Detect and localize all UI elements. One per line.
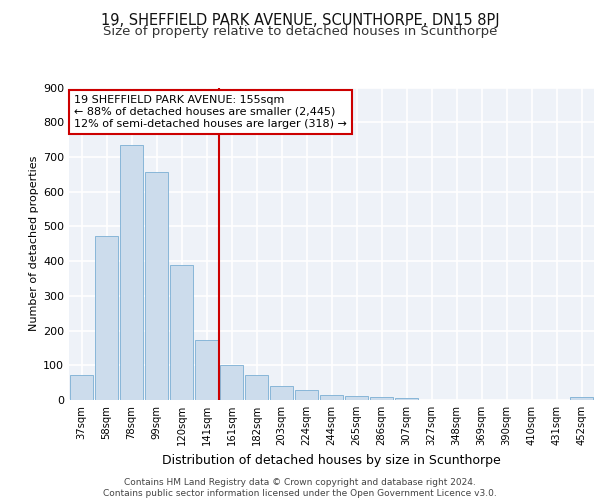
Y-axis label: Number of detached properties: Number of detached properties <box>29 156 39 332</box>
Bar <box>145 172 168 400</box>
Bar <box>120 145 143 400</box>
Bar <box>345 396 368 400</box>
Bar <box>570 397 593 400</box>
Bar <box>270 386 293 400</box>
Bar <box>245 374 268 400</box>
Bar <box>295 390 318 400</box>
X-axis label: Distribution of detached houses by size in Scunthorpe: Distribution of detached houses by size … <box>162 454 501 466</box>
Bar <box>170 264 193 400</box>
Bar <box>220 366 243 400</box>
Bar <box>95 236 118 400</box>
Bar <box>370 396 393 400</box>
Text: 19, SHEFFIELD PARK AVENUE, SCUNTHORPE, DN15 8PJ: 19, SHEFFIELD PARK AVENUE, SCUNTHORPE, D… <box>101 12 499 28</box>
Text: Size of property relative to detached houses in Scunthorpe: Size of property relative to detached ho… <box>103 25 497 38</box>
Bar <box>320 396 343 400</box>
Bar <box>195 340 218 400</box>
Text: Contains HM Land Registry data © Crown copyright and database right 2024.
Contai: Contains HM Land Registry data © Crown c… <box>103 478 497 498</box>
Text: 19 SHEFFIELD PARK AVENUE: 155sqm
← 88% of detached houses are smaller (2,445)
12: 19 SHEFFIELD PARK AVENUE: 155sqm ← 88% o… <box>74 96 347 128</box>
Bar <box>70 375 93 400</box>
Bar <box>395 398 418 400</box>
